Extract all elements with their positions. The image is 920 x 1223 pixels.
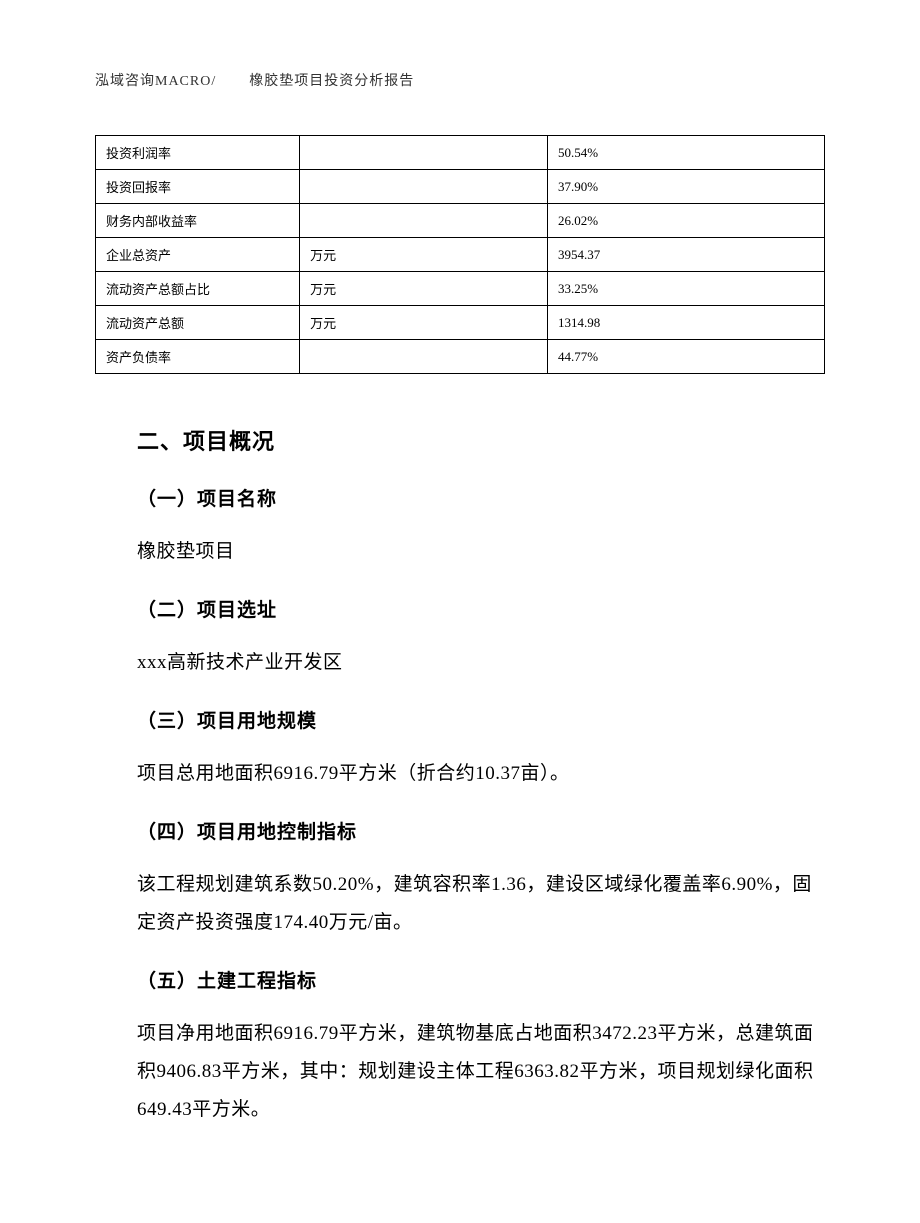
cell-unit: 万元 [300,238,548,272]
page-header: 泓域咨询MACRO/ 橡胶垫项目投资分析报告 [95,70,825,90]
body-text: 该工程规划建筑系数50.20%，建筑容积率1.36，建设区域绿化覆盖率6.90%… [137,866,815,942]
cell-label: 流动资产总额 [96,306,300,340]
cell-unit [300,204,548,238]
cell-value: 33.25% [547,272,824,306]
cell-unit [300,170,548,204]
cell-label: 企业总资产 [96,238,300,272]
table-row: 财务内部收益率 26.02% [96,204,825,238]
cell-value: 1314.98 [547,306,824,340]
header-company: 泓域咨询MACRO/ [95,74,216,89]
cell-unit: 万元 [300,272,548,306]
subsection-heading: （一）项目名称 [137,484,815,511]
table-row: 投资回报率 37.90% [96,170,825,204]
cell-value: 37.90% [547,170,824,204]
body-text: xxx高新技术产业开发区 [137,644,815,682]
subsection-heading: （三）项目用地规模 [137,706,815,733]
cell-value: 50.54% [547,136,824,170]
section-title: 二、项目概况 [137,424,815,456]
cell-label: 投资回报率 [96,170,300,204]
cell-unit [300,340,548,374]
subsection-heading: （二）项目选址 [137,595,815,622]
cell-unit: 万元 [300,306,548,340]
table-row: 流动资产总额占比 万元 33.25% [96,272,825,306]
financial-table: 投资利润率 50.54% 投资回报率 37.90% 财务内部收益率 26.02%… [95,135,825,374]
cell-label: 资产负债率 [96,340,300,374]
cell-unit [300,136,548,170]
cell-value: 26.02% [547,204,824,238]
table-row: 投资利润率 50.54% [96,136,825,170]
content-area: 二、项目概况 （一）项目名称 橡胶垫项目 （二）项目选址 xxx高新技术产业开发… [95,424,825,1129]
cell-label: 投资利润率 [96,136,300,170]
cell-value: 44.77% [547,340,824,374]
subsection-heading: （五）土建工程指标 [137,966,815,993]
table-row: 资产负债率 44.77% [96,340,825,374]
body-text: 橡胶垫项目 [137,533,815,571]
cell-value: 3954.37 [547,238,824,272]
cell-label: 财务内部收益率 [96,204,300,238]
header-title: 橡胶垫项目投资分析报告 [249,74,414,89]
subsection-heading: （四）项目用地控制指标 [137,817,815,844]
cell-label: 流动资产总额占比 [96,272,300,306]
body-text: 项目净用地面积6916.79平方米，建筑物基底占地面积3472.23平方米，总建… [137,1015,815,1129]
table-row: 企业总资产 万元 3954.37 [96,238,825,272]
body-text: 项目总用地面积6916.79平方米（折合约10.37亩）。 [137,755,815,793]
table-row: 流动资产总额 万元 1314.98 [96,306,825,340]
document-page: 泓域咨询MACRO/ 橡胶垫项目投资分析报告 投资利润率 50.54% 投资回报… [0,0,920,1223]
